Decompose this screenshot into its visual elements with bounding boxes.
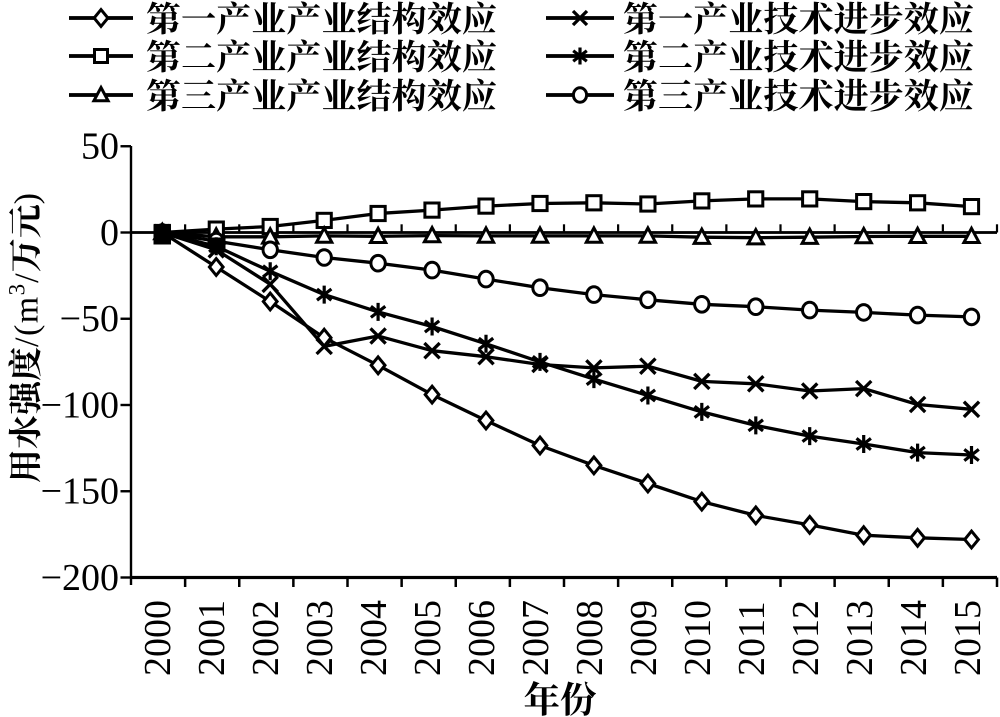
svg-text:2003: 2003 [299, 600, 341, 676]
svg-text:2005: 2005 [407, 600, 449, 676]
svg-text:2002: 2002 [245, 600, 287, 676]
svg-text:0: 0 [100, 212, 119, 254]
svg-text:2006: 2006 [461, 600, 503, 676]
svg-text:2013: 2013 [839, 600, 881, 676]
svg-text:2009: 2009 [623, 600, 665, 676]
svg-text:2000: 2000 [137, 600, 179, 676]
svg-text:2012: 2012 [785, 600, 827, 676]
svg-text:−200: −200 [41, 557, 119, 599]
svg-text:−150: −150 [41, 471, 119, 513]
svg-text:2015: 2015 [947, 600, 989, 676]
svg-text:2010: 2010 [677, 600, 719, 676]
svg-text:/: / [9, 273, 46, 283]
svg-text:): ) [9, 193, 46, 204]
svg-text:2014: 2014 [893, 600, 935, 676]
svg-text:50: 50 [81, 126, 119, 168]
svg-text:3: 3 [5, 284, 30, 296]
svg-text:2008: 2008 [569, 600, 611, 676]
svg-text:2001: 2001 [191, 600, 233, 676]
svg-text:/(m: /(m [9, 295, 46, 347]
svg-text:2007: 2007 [515, 600, 557, 676]
svg-text:−50: −50 [60, 298, 119, 340]
svg-text:2004: 2004 [353, 600, 395, 676]
svg-text:−100: −100 [41, 384, 119, 426]
svg-text:2011: 2011 [731, 601, 773, 676]
